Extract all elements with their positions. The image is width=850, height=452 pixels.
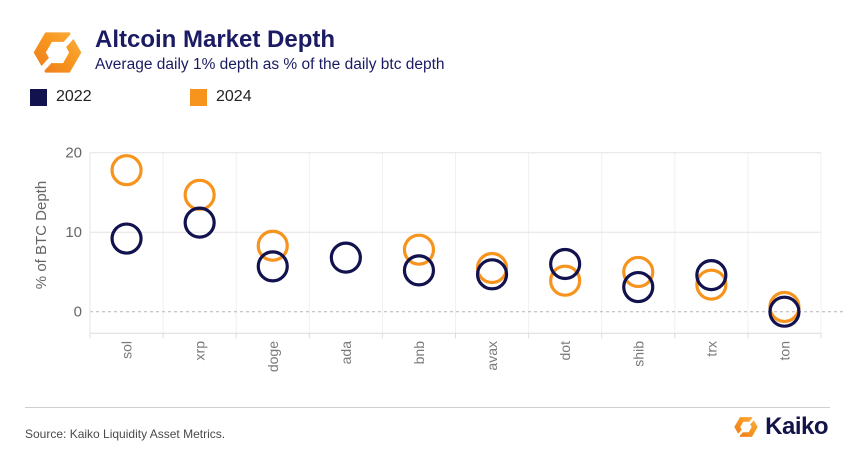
x-category-label: bnb [411, 341, 427, 365]
legend-label-2024: 2024 [216, 88, 252, 105]
x-category-label: trx [703, 341, 719, 357]
point-trx-2024[interactable] [695, 268, 728, 301]
point-dot-2022[interactable] [549, 247, 582, 281]
x-category-label: sol [119, 341, 135, 359]
point-bnb-2024[interactable] [402, 233, 436, 266]
legend: 2022 2024 [30, 88, 350, 106]
point-avax-2022[interactable] [475, 258, 509, 291]
point-dot-2024[interactable] [549, 264, 582, 297]
point-bnb-2022[interactable] [402, 254, 436, 287]
x-category-label: ada [338, 341, 354, 365]
legend-item-2024[interactable]: 2024 [190, 88, 350, 106]
point-shib-2024[interactable] [622, 255, 655, 289]
point-sol-2022[interactable] [110, 222, 143, 255]
x-category-label: dot [557, 341, 573, 361]
legend-swatch-2024 [190, 88, 207, 106]
point-xrp-2022[interactable] [183, 206, 216, 239]
legend-swatch-2022 [30, 88, 47, 106]
x-category-label: shib [630, 341, 646, 367]
x-category-label: doge [265, 341, 281, 372]
kaiko-logo-icon [33, 26, 82, 79]
point-xrp-2024[interactable] [183, 178, 216, 211]
x-category-label: ton [776, 341, 792, 360]
point-avax-2024[interactable] [475, 251, 509, 285]
y-tick-label: 0 [74, 304, 82, 321]
page-subtitle: Average daily 1% depth as % of the daily… [95, 55, 445, 73]
kaiko-wordmark: Kaiko [765, 413, 828, 440]
point-sol-2024[interactable] [110, 154, 143, 187]
legend-item-2022[interactable]: 2022 [30, 88, 190, 106]
kaiko-brand: Kaiko [733, 413, 828, 441]
footer-divider [25, 407, 830, 408]
point-trx-2022[interactable] [695, 259, 728, 292]
kaiko-logo-icon-small [734, 414, 759, 440]
y-tick-label: 20 [65, 145, 82, 162]
legend-label-2022: 2022 [56, 88, 92, 105]
point-ada-2022[interactable] [329, 241, 362, 274]
point-shib-2022[interactable] [622, 270, 655, 304]
source-note: Source: Kaiko Liquidity Asset Metrics. [25, 427, 226, 441]
y-axis-title: % of BTC Depth [33, 181, 50, 289]
chart-header: Altcoin Market Depth Average daily 1% de… [95, 26, 445, 74]
y-tick-label: 10 [65, 224, 82, 241]
market-depth-plot: 0 10 20 % of BTC Depth sol xrp doge ada bnb avax d… [33, 145, 845, 372]
x-category-label: xrp [192, 341, 208, 361]
point-doge-2022[interactable] [256, 250, 289, 283]
x-category-label: avax [484, 341, 500, 371]
page-title: Altcoin Market Depth [95, 26, 336, 53]
point-doge-2024[interactable] [256, 229, 289, 262]
point-ton-2022[interactable] [768, 295, 801, 328]
